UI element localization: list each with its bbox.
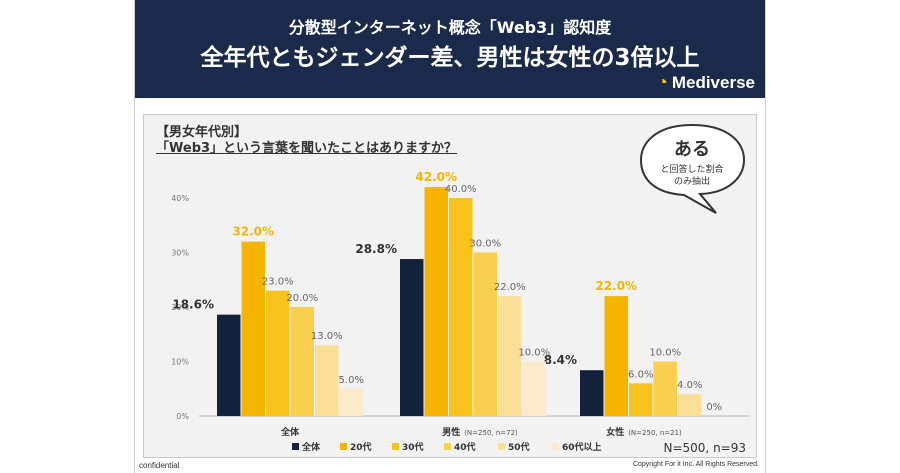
y-tick-label: 20% bbox=[171, 303, 189, 312]
legend-label: 50代 bbox=[508, 441, 530, 453]
brand-mark-icon: ◔ bbox=[656, 72, 668, 92]
speech-bubble: ある と回答した割合 のみ抽出 bbox=[639, 123, 746, 214]
legend-label: 20代 bbox=[350, 441, 372, 453]
data-label: 8.4% bbox=[544, 353, 577, 367]
legend-label: 30代 bbox=[402, 441, 424, 453]
category-label: 男性 (N=250, n=72) bbox=[442, 426, 518, 438]
data-label: 42.0% bbox=[415, 170, 457, 184]
bar-20代-全体 bbox=[241, 241, 265, 416]
bar-chart: ある と回答した割合 のみ抽出 0% 10% 20% 30% 40% 18.6% 28.8… bbox=[171, 123, 749, 455]
chart-question: 「Web3」という言葉を聞いたことはありますか？ bbox=[156, 141, 458, 156]
data-label: 23.0% bbox=[262, 277, 294, 288]
category-label: 全体 bbox=[280, 426, 300, 438]
bar-20代-男性 bbox=[424, 187, 448, 416]
bar-全体-全体 bbox=[217, 314, 241, 416]
brand-logo: ◔ Mediverse bbox=[657, 72, 755, 93]
legend-swatch bbox=[292, 443, 299, 450]
footer-confidential: confidential bbox=[139, 461, 180, 470]
data-label: 22.0% bbox=[494, 282, 526, 293]
header-banner: 分散型インターネット概念「Web3」認知度 全年代ともジェンダー差、男性は女性の… bbox=[135, 0, 765, 98]
data-label: 10.0% bbox=[649, 348, 681, 359]
data-label: 13.0% bbox=[311, 331, 343, 342]
legend-swatch bbox=[340, 443, 347, 450]
y-tick-label: 10% bbox=[171, 358, 189, 367]
bar-40代-全体 bbox=[290, 307, 314, 416]
data-label: 4.0% bbox=[677, 380, 702, 391]
page-title: 全年代ともジェンダー差、男性は女性の3倍以上 bbox=[200, 45, 700, 71]
data-label: 5.0% bbox=[339, 375, 364, 386]
footer-copyright: Copyright For it Inc. All Rights Reserve… bbox=[632, 461, 759, 468]
legend: 全体 20代 30代 40代 50代 60代以上 bbox=[292, 441, 602, 453]
bar-60代以上-全体 bbox=[339, 388, 363, 416]
legend-label: 60代以上 bbox=[562, 441, 602, 453]
data-label: 0% bbox=[706, 402, 722, 413]
bubble-line2: のみ抽出 bbox=[674, 175, 710, 187]
slide: 分散型インターネット概念「Web3」認知度 全年代ともジェンダー差、男性は女性の… bbox=[134, 0, 766, 473]
data-label: 20.0% bbox=[286, 293, 318, 304]
data-label: 30.0% bbox=[469, 239, 501, 250]
sample-note: N=500, n=93 bbox=[664, 441, 747, 455]
y-tick-label: 40% bbox=[171, 194, 189, 203]
legend-swatch bbox=[444, 443, 451, 450]
x-axis-labels: 全体 男性 (N=250, n=72) 女性 (N=250, n=21) bbox=[280, 426, 682, 438]
bubble-big-text: ある bbox=[674, 139, 710, 160]
bar-40代-女性 bbox=[653, 361, 677, 416]
category-label: 女性 (N=250, n=21) bbox=[606, 426, 682, 438]
legend-swatch bbox=[552, 443, 559, 450]
bar-50代-女性 bbox=[678, 394, 702, 416]
data-label: 22.0% bbox=[595, 279, 637, 293]
y-tick-label: 30% bbox=[171, 249, 189, 258]
bar-30代-全体 bbox=[266, 290, 290, 416]
bar-全体-女性 bbox=[580, 370, 604, 416]
bars: 18.6% 28.8% 8.4% 32.0% 42.0% 22.0% 23.0% 40.0% 6… bbox=[172, 170, 722, 416]
bar-30代-男性 bbox=[449, 198, 473, 416]
data-label: 10.0% bbox=[518, 348, 550, 359]
chart-panel: 【男女年代別】 「Web3」という言葉を聞いたことはありますか？ ある と回答し… bbox=[143, 114, 757, 458]
bar-20代-女性 bbox=[604, 296, 628, 416]
page-subtitle: 分散型インターネット概念「Web3」認知度 bbox=[288, 18, 612, 37]
bubble-line1: と回答した割合 bbox=[660, 163, 723, 175]
data-label: 32.0% bbox=[232, 225, 274, 239]
bar-50代-全体 bbox=[315, 345, 339, 416]
legend-label: 全体 bbox=[301, 441, 321, 453]
bar-全体-男性 bbox=[400, 259, 424, 416]
data-label: 18.6% bbox=[172, 298, 214, 312]
data-label: 6.0% bbox=[628, 369, 653, 380]
y-tick-label: 0% bbox=[176, 412, 189, 421]
legend-swatch bbox=[392, 443, 399, 450]
data-label: 40.0% bbox=[445, 184, 477, 195]
bar-30代-女性 bbox=[629, 383, 653, 416]
brand-name: Mediverse bbox=[671, 72, 755, 92]
legend-label: 40代 bbox=[454, 441, 476, 453]
bar-60代以上-男性 bbox=[522, 361, 546, 416]
bar-40代-男性 bbox=[473, 252, 497, 416]
bar-50代-男性 bbox=[498, 296, 522, 416]
data-label: 28.8% bbox=[355, 242, 397, 256]
legend-swatch bbox=[498, 443, 505, 450]
chart-tag: 【男女年代別】 bbox=[156, 125, 248, 140]
